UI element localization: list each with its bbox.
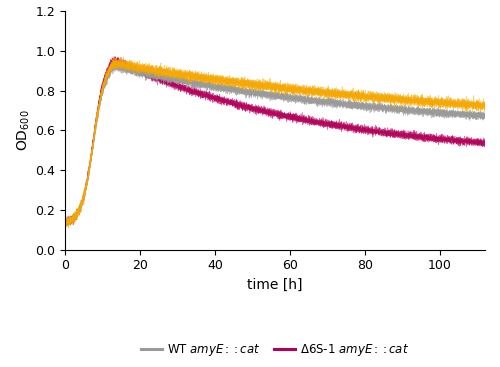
- X-axis label: time [h]: time [h]: [247, 278, 303, 292]
- Y-axis label: OD$_{\mathregular{600}}$: OD$_{\mathregular{600}}$: [16, 109, 32, 151]
